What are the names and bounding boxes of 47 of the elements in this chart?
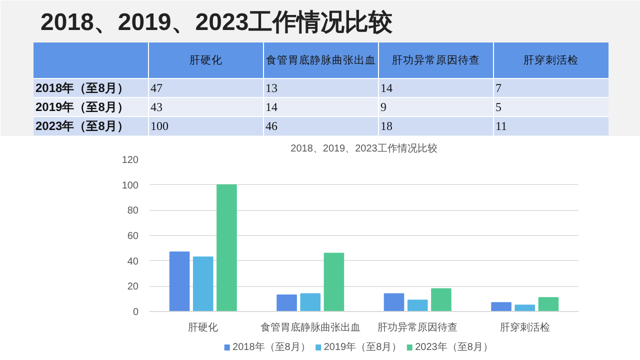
category-label: 食管胃底静脉曲张出血 bbox=[266, 54, 376, 66]
data-label: 43 bbox=[150, 100, 162, 114]
bar bbox=[538, 297, 559, 312]
data-label: 9 bbox=[380, 100, 386, 114]
category-label: 肝穿刺活检 bbox=[524, 54, 578, 66]
data-label: 18 bbox=[380, 119, 392, 133]
bar bbox=[192, 256, 214, 312]
bar bbox=[276, 294, 297, 312]
y-tick-label: 100 bbox=[122, 180, 139, 192]
data-label: 7 bbox=[496, 81, 502, 95]
data-label: 11 bbox=[496, 119, 508, 133]
category-label: 肝硬化 bbox=[190, 54, 222, 66]
bar bbox=[491, 302, 512, 312]
chart-subtitle: 2018、2019、2023工作情况比较 bbox=[290, 142, 438, 154]
bar bbox=[431, 288, 452, 312]
y-tick-label: 20 bbox=[127, 282, 139, 293]
bar bbox=[216, 184, 237, 312]
data-label: 13 bbox=[266, 81, 278, 95]
data-label: 47 bbox=[150, 81, 162, 95]
y-tick-label: 0 bbox=[132, 307, 139, 318]
y-tick-label: 80 bbox=[127, 206, 139, 217]
legend-label: 2018年（至8月） bbox=[232, 341, 310, 353]
y-tick-label: 60 bbox=[127, 231, 139, 242]
bar bbox=[169, 251, 190, 312]
text: 2018年（至8月） bbox=[36, 81, 129, 95]
y-tick-label: 120 bbox=[122, 155, 139, 166]
x-tick-label: 食管胃底静脉曲张出血 bbox=[260, 322, 360, 334]
bar bbox=[514, 304, 536, 312]
y-tick-label: 40 bbox=[127, 256, 139, 268]
data-label: 100 bbox=[150, 119, 168, 133]
category-label: 肝功异常原因待查 bbox=[392, 54, 480, 66]
legend-label: 2019年（至8月） bbox=[324, 341, 402, 353]
bar bbox=[300, 293, 321, 312]
chart-title: 2018、2019、2023工作情况比较 bbox=[40, 9, 394, 36]
text: 2023年（至8月） bbox=[36, 119, 129, 133]
bar bbox=[324, 252, 344, 312]
x-tick-label: 肝硬化 bbox=[188, 322, 218, 334]
legend-label: 2023年（至8月） bbox=[415, 341, 493, 353]
text: 2019年（至8月） bbox=[36, 100, 129, 114]
data-label: 14 bbox=[266, 100, 278, 114]
x-tick-label: 肝功异常原因待查 bbox=[378, 322, 458, 334]
x-tick-label: 肝穿刺活检 bbox=[500, 322, 550, 334]
bar bbox=[407, 300, 428, 312]
data-label: 14 bbox=[380, 81, 392, 95]
bar bbox=[384, 293, 404, 312]
data-label: 46 bbox=[266, 119, 278, 133]
data-label: 5 bbox=[496, 100, 502, 114]
